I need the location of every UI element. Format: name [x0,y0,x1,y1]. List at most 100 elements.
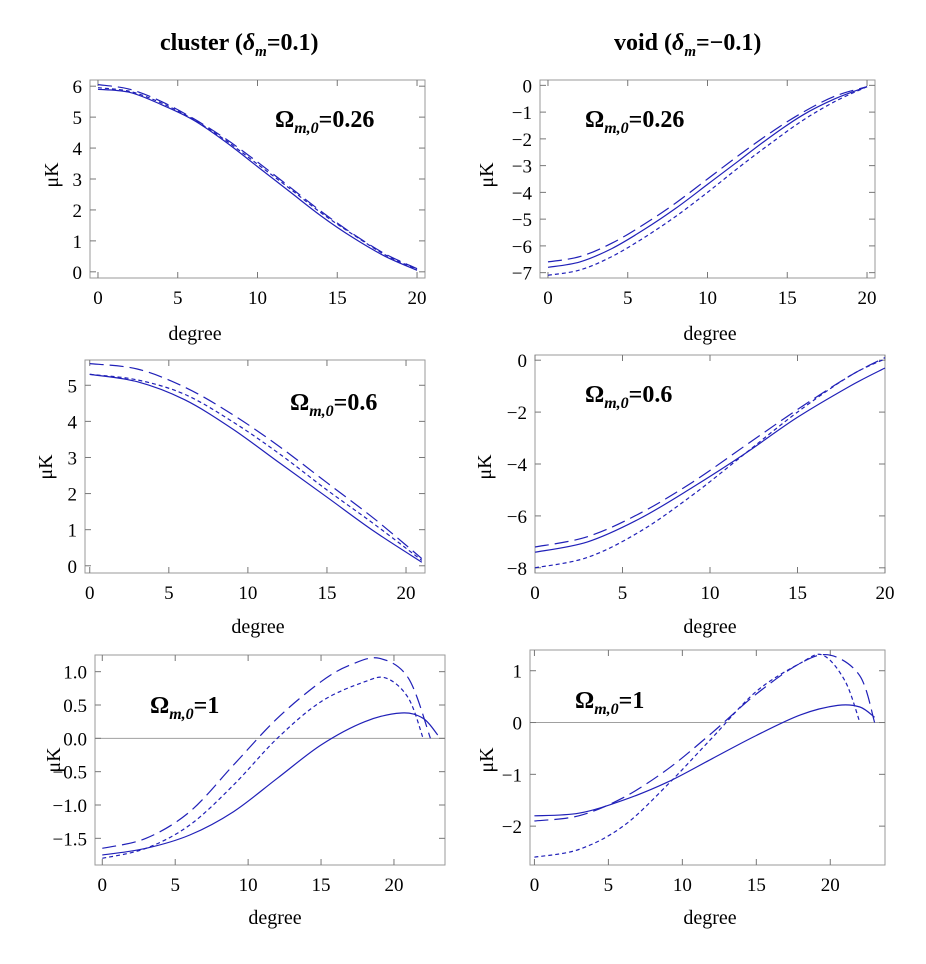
y-tick-label: −8 [507,559,527,580]
x-tick-label: 0 [530,583,540,604]
y-tick-label: 0 [523,76,533,97]
x-tick-label: 10 [238,583,257,604]
y-tick-label: 1 [513,662,523,683]
x-tick-label: 20 [821,875,840,896]
x-axis-label: degree [248,907,301,929]
y-tick-label: 5 [73,108,83,129]
series-line-solid [97,88,418,271]
y-tick-label: −1 [512,103,532,124]
series-line-long-dash [534,357,886,548]
x-tick-label: 10 [248,288,267,309]
series-line-long-dash [547,86,868,263]
chart-panel-cluster-1: 0 5 10 15 20 1.0 0.5 0.0 −0.5 −1.0 −1.5 degree μK Ωm,… [43,654,446,929]
y-tick-label: 0 [73,263,83,284]
x-axis-label: degree [168,323,221,345]
x-axis-label: degree [231,616,284,638]
y-tick-label: 2 [73,201,83,222]
x-tick-label: 10 [239,875,258,896]
y-tick-label: −6 [507,507,527,528]
panel-annotation: Ωm,0=0.6 [585,382,672,412]
plot-frame [84,359,426,574]
y-tick-label: 6 [73,77,83,98]
x-tick-label: 5 [604,875,614,896]
series-line-solid [547,86,868,268]
x-tick-label: 10 [698,288,717,309]
y-tick-label: 5 [68,376,78,397]
y-tick-label: 3 [68,448,78,469]
x-tick-label: 0 [98,875,108,896]
x-tick-label: 0 [543,288,553,309]
series-line-long-dash [534,653,876,822]
series-line-long-dash [102,657,431,849]
x-tick-label: 20 [858,288,877,309]
y-tick-label: 0.5 [63,696,87,717]
series-line-short-dash [102,676,424,859]
series-line-solid [102,712,439,856]
y-tick-label: −1 [502,765,522,786]
x-tick-label: 20 [876,583,895,604]
y-axis-label: μK [35,454,57,480]
plot-frame [529,649,886,866]
x-tick-label: 20 [408,288,427,309]
x-tick-label: 0 [530,875,540,896]
series-line-short-dash [534,653,861,858]
series-line-short-dash [89,373,423,561]
x-tick-label: 0 [93,288,103,309]
y-tick-label: 1 [73,232,83,253]
x-tick-label: 0 [85,583,95,604]
y-tick-label: 0 [68,557,78,578]
series-line-solid [534,704,875,817]
x-tick-label: 15 [788,583,807,604]
x-axis-label: degree [683,323,736,345]
x-tick-label: 20 [384,875,403,896]
x-tick-label: 15 [747,875,766,896]
x-tick-label: 5 [618,583,628,604]
y-tick-label: −2 [502,817,522,838]
column-title-cluster: cluster (δm=0.1) [160,30,319,60]
y-tick-label: −2 [512,130,532,151]
chart-panel-void-06: 0 5 10 15 20 0 −2 −4 −6 −8 degree μK Ωm,0=0.6 [474,351,895,638]
y-tick-label: 2 [68,485,78,506]
panel-annotation: Ωm,0=0.26 [275,107,374,137]
x-tick-label: 10 [701,583,720,604]
x-tick-label: 5 [623,288,633,309]
x-tick-label: 20 [397,583,416,604]
series-line-short-dash [534,358,886,569]
panel-annotation: Ωm,0=1 [575,688,644,718]
y-tick-label: −7 [512,264,532,285]
y-tick-label: −4 [512,183,533,204]
panel-annotation: Ωm,0=0.6 [290,390,377,420]
x-tick-label: 15 [778,288,797,309]
x-tick-label: 5 [170,875,180,896]
x-tick-label: 10 [673,875,692,896]
x-tick-label: 5 [173,288,183,309]
y-tick-label: −1.5 [53,829,87,850]
panel-annotation: Ωm,0=1 [150,693,219,723]
y-tick-label: 1.0 [63,663,87,684]
y-axis-label: μK [476,162,498,188]
x-tick-label: 5 [164,583,174,604]
y-tick-label: 1 [68,521,78,542]
y-tick-label: −5 [512,210,532,231]
y-axis-label: μK [41,162,63,188]
series-line-solid [534,367,886,553]
x-axis-label: degree [683,616,736,638]
series-line-solid [89,373,423,563]
column-title-void: void (δm=−0.1) [614,30,762,60]
chart-panel-cluster-026: 0 5 10 15 20 0 1 2 3 4 5 6 degree μK Ωm,0=0.26 [41,77,427,345]
y-axis-label: μK [476,747,498,773]
y-tick-label: −2 [507,403,527,424]
y-tick-label: −4 [507,455,528,476]
x-tick-label: 15 [328,288,347,309]
y-tick-label: −1.0 [53,796,87,817]
y-tick-label: 0.0 [63,729,87,750]
plot-frame [94,654,446,866]
y-tick-label: 4 [73,139,83,160]
x-tick-label: 15 [317,583,336,604]
y-tick-label: −3 [512,157,532,178]
chart-panel-cluster-06: 0 5 10 15 20 0 1 2 3 4 5 degree μK Ωm,0=0.6 [35,359,426,638]
y-tick-label: −0.5 [53,763,87,784]
y-tick-label: 0 [513,714,523,735]
